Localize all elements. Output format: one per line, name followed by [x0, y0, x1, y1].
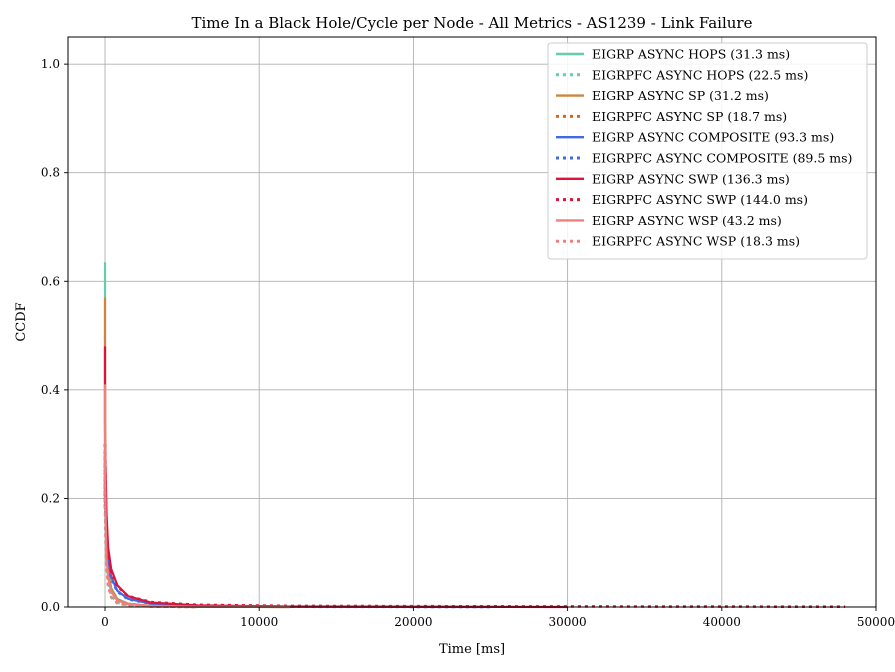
- y-tick-label: 0.8: [41, 166, 60, 180]
- series-line: [103, 262, 291, 609]
- y-tick-label: 1.0: [41, 57, 60, 71]
- legend-label: EIGRP ASYNC COMPOSITE (93.3 ms): [592, 130, 834, 145]
- series-line: [103, 346, 568, 609]
- series-line: [103, 449, 198, 609]
- series-line: [103, 455, 491, 609]
- y-tick-label: 0.6: [41, 274, 60, 288]
- legend: EIGRP ASYNC HOPS (31.3 ms) EIGRPFC ASYNC …: [547, 42, 868, 260]
- series-line: [103, 297, 291, 609]
- y-tick-label: 0.4: [41, 383, 60, 397]
- legend-label: EIGRPFC ASYNC COMPOSITE (89.5 ms): [592, 151, 852, 166]
- x-tick-label: 30000: [549, 615, 587, 629]
- x-tick-label: 20000: [394, 615, 432, 629]
- x-tick-label: 40000: [703, 615, 741, 629]
- legend-label: EIGRPFC ASYNC HOPS (22.5 ms): [592, 67, 808, 82]
- y-tick-label: 0.2: [41, 491, 60, 505]
- series-line: [103, 449, 198, 609]
- series-line: [103, 444, 846, 609]
- x-axis-label: Time [ms]: [439, 642, 505, 657]
- plot-frame: [67, 36, 877, 608]
- legend-label: EIGRP ASYNC SWP (136.3 ms): [592, 171, 790, 186]
- chart-title: Time In a Black Hole/Cycle per Node - Al…: [192, 14, 753, 32]
- series-line: [103, 384, 291, 609]
- legend-label: EIGRP ASYNC HOPS (31.3 ms): [592, 47, 790, 62]
- x-tick-label: 10000: [240, 615, 278, 629]
- legend-label: EIGRP ASYNC WSP (43.2 ms): [592, 213, 782, 228]
- data-series: [103, 262, 846, 609]
- legend-label: EIGRPFC ASYNC WSP (18.3 ms): [592, 234, 800, 249]
- series-line: [103, 444, 198, 609]
- legend-box: [547, 42, 868, 260]
- y-axis-label: CCDF: [14, 302, 29, 341]
- x-tick-label: 50000: [857, 615, 895, 629]
- series-line: [103, 444, 491, 609]
- legend-label: EIGRPFC ASYNC SP (18.7 ms): [592, 109, 787, 124]
- x-tick-label: 0: [101, 615, 109, 629]
- legend-label: EIGRP ASYNC SP (31.2 ms): [592, 88, 769, 103]
- axis-ticks: 0 10000 20000 30000 40000 50000 0.0 0.2 0.4 0.6 0.…: [41, 57, 895, 629]
- y-tick-label: 0.0: [41, 600, 60, 614]
- legend-label: EIGRPFC ASYNC SWP (144.0 ms): [592, 192, 808, 207]
